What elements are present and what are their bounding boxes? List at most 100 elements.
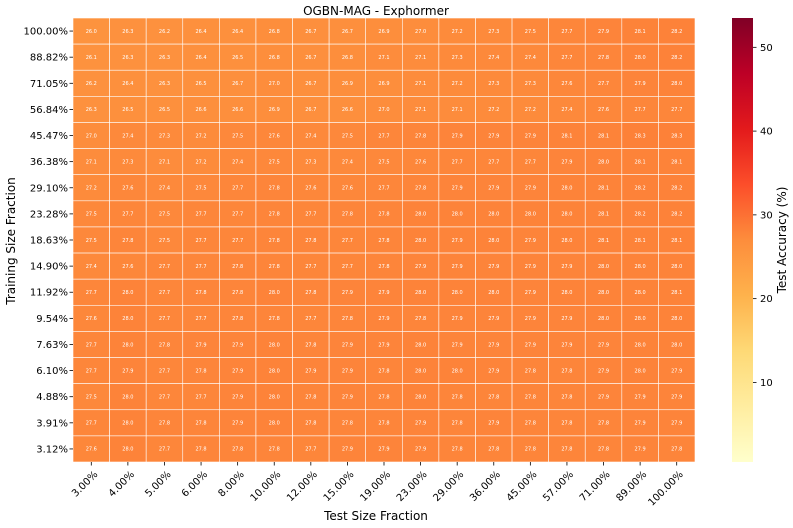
cell-value-label: 27.2: [525, 107, 536, 113]
heatmap-cell: [255, 43, 293, 71]
heatmap-cell: [401, 200, 440, 228]
heatmap-cell: [401, 96, 440, 123]
heatmap-cell: [328, 17, 367, 45]
cell-value-label: 28.3: [635, 133, 646, 139]
cell-value-label: 28.1: [561, 133, 572, 139]
cell-value-label: 27.3: [122, 159, 133, 165]
heatmap-cell: [182, 96, 220, 123]
heatmap-cell: [255, 69, 293, 97]
cell-value-label: 27.7: [159, 447, 170, 453]
cell-value-label: 28.0: [488, 290, 499, 296]
y-tick-label: 56.84%: [30, 105, 68, 116]
cell-value-label: 27.7: [598, 81, 609, 87]
x-tick-label: 36.00%: [468, 469, 503, 504]
cell-value-label: 27.8: [269, 186, 280, 192]
cell-value-label: 27.9: [525, 238, 536, 244]
x-tick-label: 3.00%: [70, 469, 100, 499]
cell-value-label: 27.8: [305, 342, 316, 348]
cell-value-label: 27.9: [342, 368, 353, 374]
cell-value-label: 26.6: [342, 107, 353, 113]
heatmap-cell: [292, 122, 330, 149]
cell-value-label: 27.9: [525, 264, 536, 270]
cell-value-label: 27.8: [305, 238, 316, 244]
cell-value-label: 26.2: [86, 81, 97, 87]
cell-value-label: 28.2: [671, 186, 682, 192]
heatmap-cell: [255, 435, 293, 463]
cell-value-label: 27.7: [159, 290, 170, 296]
heatmap-cell: [328, 278, 367, 306]
chart-title: OGBN-MAG - Exphormer: [303, 4, 449, 18]
cell-value-label: 27.8: [561, 395, 572, 401]
x-tick-label: 89.00%: [614, 469, 649, 504]
heatmap-cell: [145, 43, 184, 71]
cell-value-label: 27.9: [232, 395, 243, 401]
heatmap-cell: [109, 69, 147, 97]
cell-value-label: 27.7: [342, 238, 353, 244]
cell-value-label: 28.0: [415, 368, 426, 374]
cell-value-label: 27.9: [122, 368, 133, 374]
heatmap-cell: [475, 435, 513, 463]
heatmap-cell: [511, 96, 549, 123]
cell-value-label: 27.2: [452, 29, 463, 35]
cell-value-label: 27.5: [525, 29, 536, 35]
cell-value-label: 27.9: [488, 186, 499, 192]
cell-value-label: 27.7: [378, 133, 389, 139]
cell-value-label: 26.5: [122, 107, 133, 113]
heatmap-cell: [182, 357, 220, 384]
cell-value-label: 26.9: [342, 81, 353, 87]
heatmap-cell: [365, 122, 403, 149]
cell-value-label: 28.0: [122, 395, 133, 401]
cell-value-label: 27.8: [232, 447, 243, 453]
cell-value-label: 27.9: [452, 316, 463, 322]
cell-value-label: 27.4: [305, 133, 316, 139]
heatmap-cell: [475, 200, 513, 228]
heatmap-cell: [145, 69, 184, 97]
heatmap-cell: [109, 331, 147, 358]
heatmap-cell: [511, 331, 549, 358]
heatmap-cell: [548, 226, 586, 254]
cell-value-label: 27.7: [122, 212, 133, 218]
cell-value-label: 27.5: [86, 238, 97, 244]
cell-value-label: 27.9: [488, 368, 499, 374]
cell-value-label: 27.3: [305, 159, 316, 165]
cell-value-label: 27.8: [525, 395, 536, 401]
cell-value-label: 27.9: [305, 368, 316, 374]
cell-value-label: 27.7: [159, 316, 170, 322]
cell-value-label: 27.9: [488, 421, 499, 427]
cell-value-label: 27.9: [598, 395, 609, 401]
cell-value-label: 27.2: [86, 186, 97, 192]
heatmap-cell: [109, 43, 147, 71]
heatmap-cell: [145, 331, 184, 358]
heatmap-cell: [328, 304, 367, 332]
heatmap-cell: [658, 69, 696, 97]
cell-value-label: 28.0: [269, 342, 280, 348]
cell-value-label: 27.8: [122, 238, 133, 244]
cell-value-label: 27.5: [342, 133, 353, 139]
heatmap-cell: [511, 252, 549, 280]
cell-value-label: 28.2: [671, 212, 682, 218]
heatmap-cell: [475, 331, 513, 358]
heatmap-cell: [182, 252, 220, 280]
cell-value-label: 28.0: [598, 316, 609, 322]
cell-value-label: 28.2: [671, 55, 682, 61]
heatmap-cell: [401, 174, 440, 202]
cell-value-label: 27.5: [232, 133, 243, 139]
y-tick-label: 18.63%: [30, 236, 68, 247]
cell-value-label: 27.6: [305, 186, 316, 192]
cell-value-label: 26.3: [86, 107, 97, 113]
y-tick-label: 9.54%: [36, 314, 68, 325]
cell-value-label: 27.8: [598, 421, 609, 427]
heatmap-cell: [548, 17, 586, 45]
cell-value-label: 27.1: [452, 107, 463, 113]
heatmap-cell: [475, 226, 513, 254]
heatmap-cell: [584, 200, 623, 228]
cell-value-label: 28.0: [122, 316, 133, 322]
cell-value-label: 27.8: [378, 212, 389, 218]
heatmap-cell: [548, 409, 586, 437]
cell-value-label: 27.4: [122, 133, 133, 139]
cell-value-label: 28.0: [671, 316, 682, 322]
cell-value-label: 27.7: [195, 264, 206, 270]
cell-value-label: 27.9: [342, 290, 353, 296]
heatmap-cell: [365, 69, 403, 97]
cell-value-label: 28.0: [452, 212, 463, 218]
